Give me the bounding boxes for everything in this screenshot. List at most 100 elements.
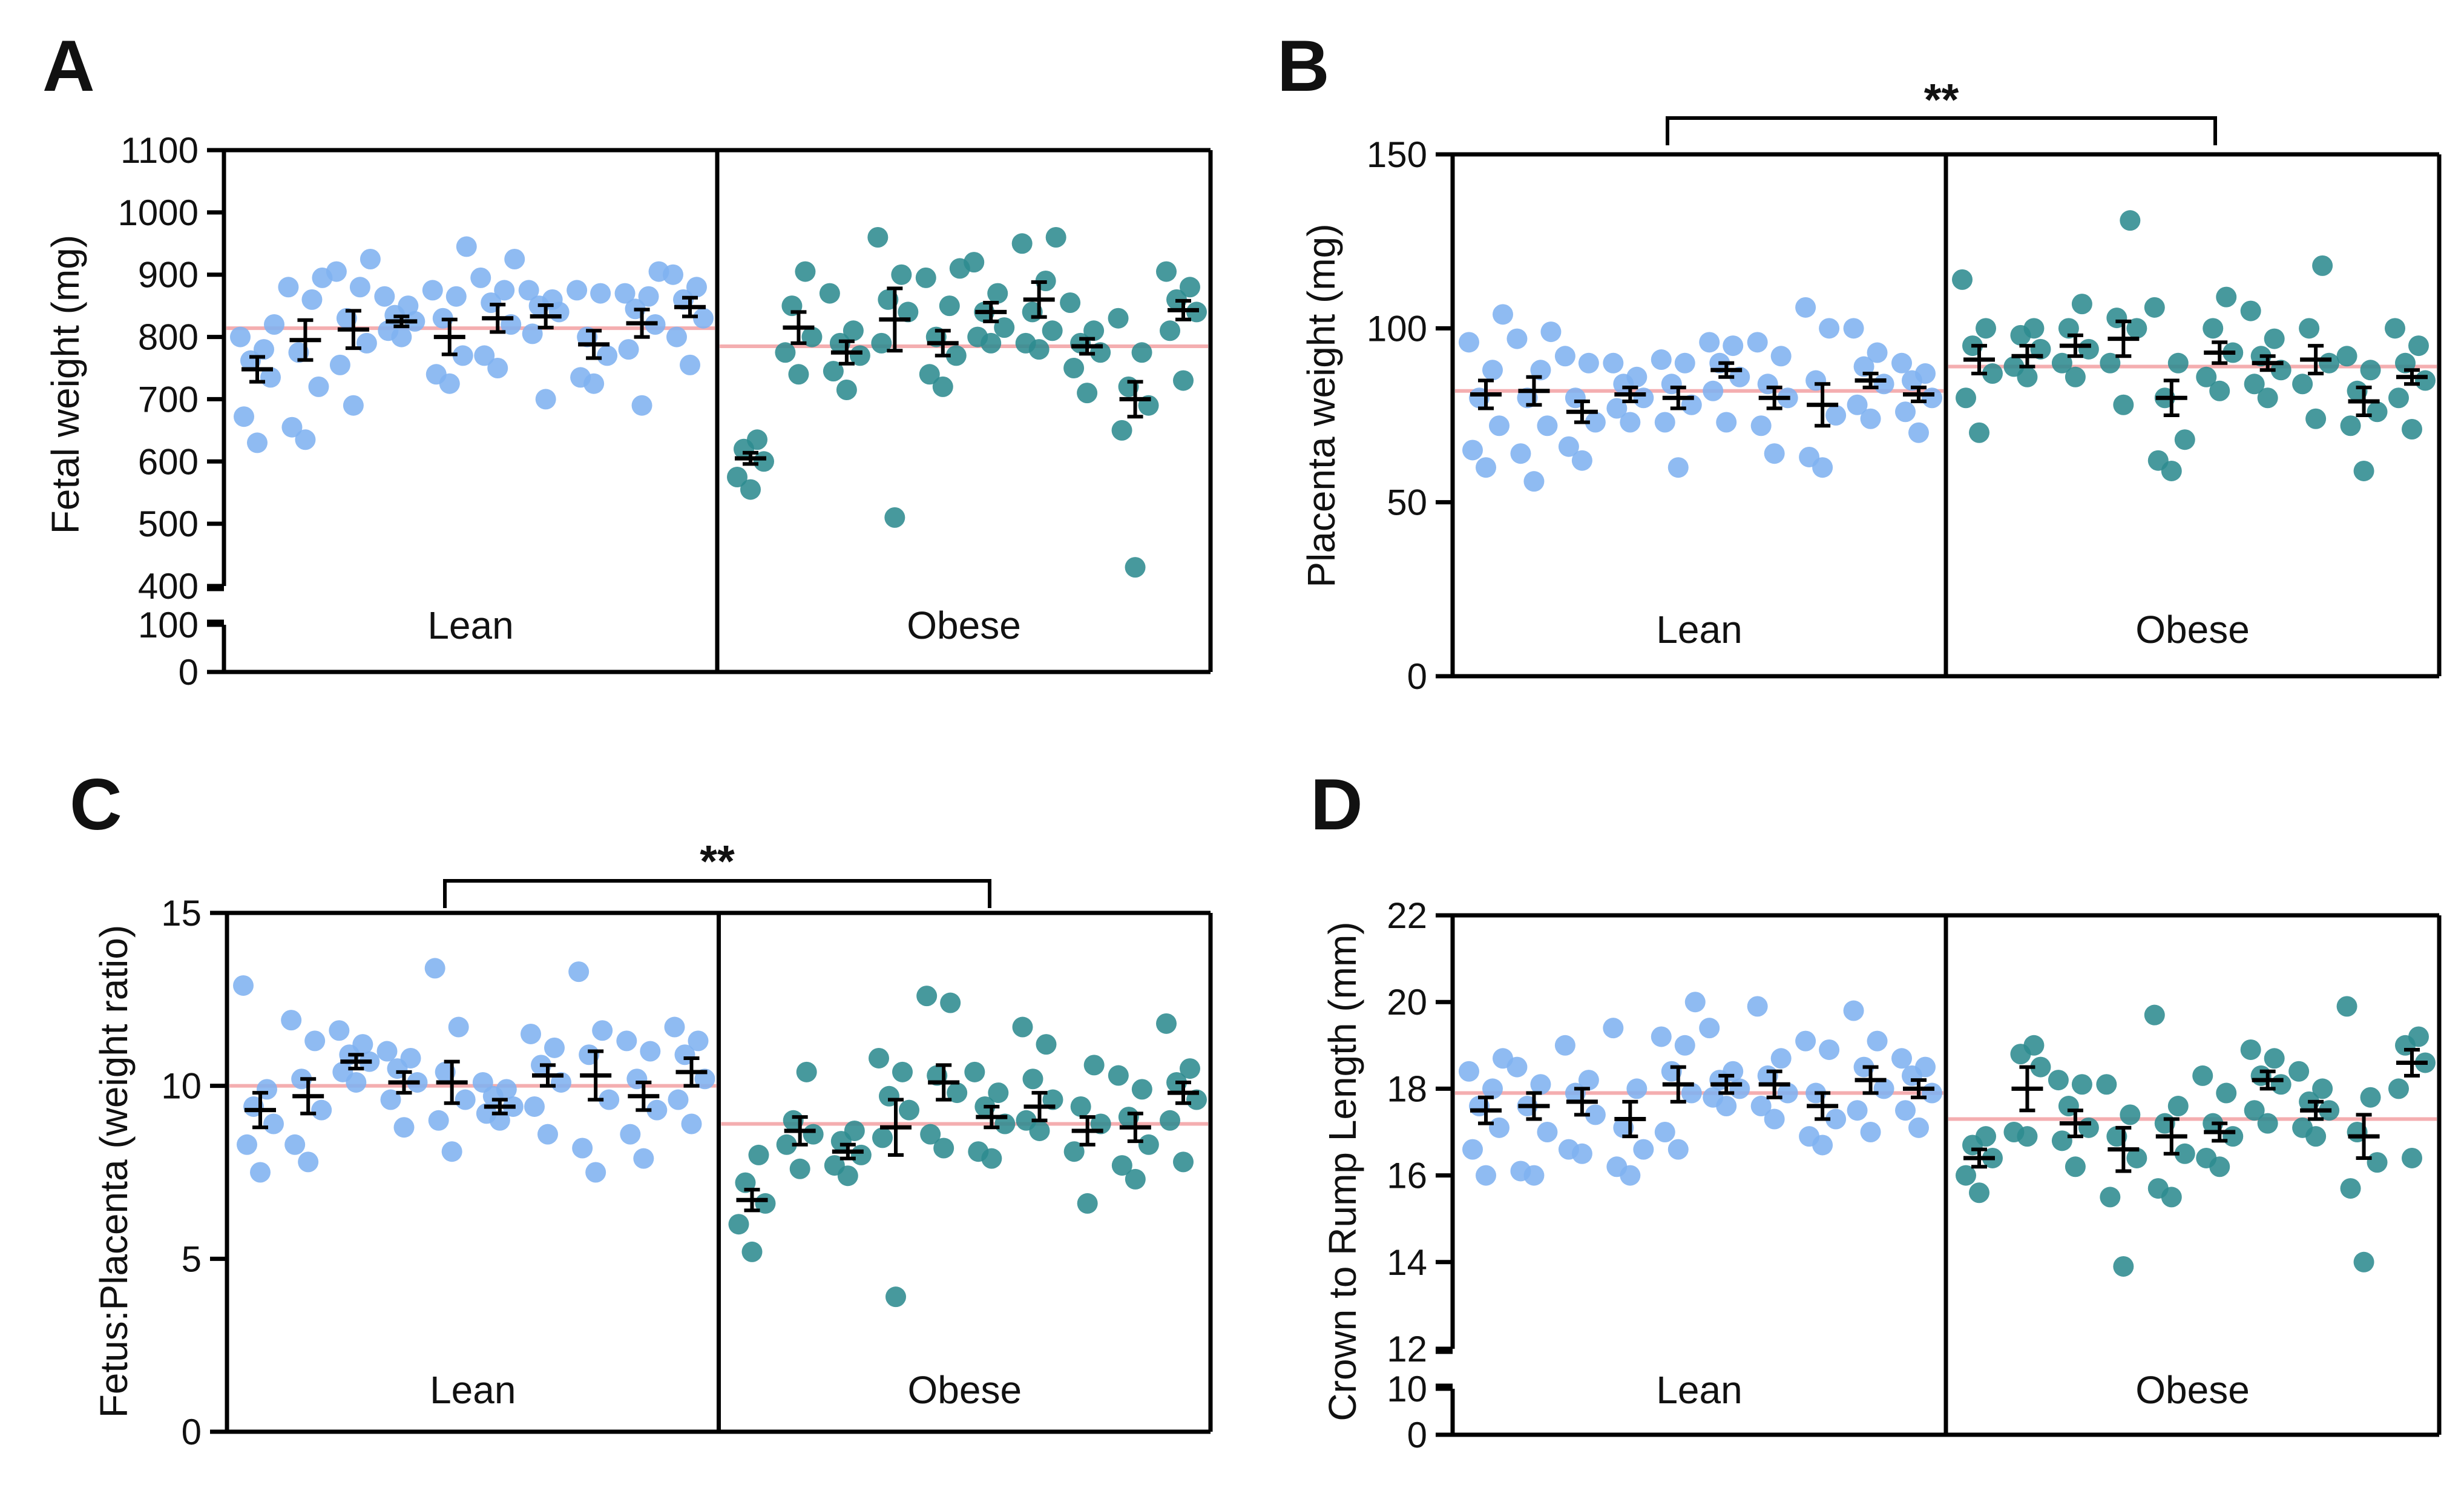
data-point	[776, 1134, 797, 1155]
data-point	[1603, 1018, 1624, 1039]
data-point	[1915, 1056, 1936, 1078]
data-point	[1462, 440, 1483, 461]
data-point	[1956, 387, 1976, 409]
data-point	[789, 1158, 810, 1179]
data-point	[1976, 1126, 1996, 1147]
data-point	[1633, 1139, 1654, 1160]
data-point	[1077, 1193, 1098, 1214]
y-tick-label: 22	[1387, 895, 1427, 936]
data-point	[1111, 1155, 1132, 1176]
data-point	[1537, 1122, 1558, 1142]
data-point	[1620, 412, 1641, 433]
data-point	[1667, 457, 1689, 478]
data-point	[693, 308, 714, 329]
y-tick-label: 400	[138, 566, 199, 607]
data-point	[2288, 1061, 2310, 1082]
data-point	[504, 249, 525, 269]
data-point	[343, 395, 364, 416]
data-point	[1554, 1035, 1575, 1056]
group-label: Obese	[2135, 608, 2250, 651]
data-point	[1459, 1061, 1479, 1082]
data-point	[1489, 415, 1510, 436]
data-point	[2264, 1048, 2285, 1069]
data-point	[686, 277, 707, 298]
data-point	[748, 1144, 769, 1165]
data-point	[1537, 415, 1558, 436]
data-point	[836, 380, 857, 400]
data-point	[1083, 320, 1105, 341]
data-point	[2244, 374, 2265, 395]
data-point	[2216, 286, 2237, 308]
data-point	[1022, 1068, 1043, 1090]
data-point	[1843, 1000, 1864, 1021]
data-point	[2240, 300, 2261, 321]
y-tick-label: 10	[1387, 1369, 1427, 1409]
data-point	[1681, 1082, 1702, 1104]
data-point	[2292, 1117, 2313, 1138]
data-point	[1571, 450, 1592, 471]
data-point	[590, 283, 611, 304]
data-point	[844, 1120, 865, 1141]
data-point	[428, 1110, 449, 1131]
data-point	[2120, 210, 2141, 231]
data-point	[360, 249, 381, 269]
data-point	[2100, 1187, 2121, 1208]
data-point	[521, 1023, 541, 1044]
data-point	[945, 345, 967, 366]
data-point	[638, 286, 659, 307]
panel-b-ylabel: Placenta weight (mg)	[1299, 223, 1343, 587]
data-point	[1867, 1030, 1888, 1052]
data-point	[352, 1034, 373, 1055]
data-point	[2048, 1070, 2069, 1091]
data-point	[1063, 358, 1085, 378]
data-point	[568, 961, 590, 983]
data-point	[920, 1124, 941, 1145]
data-point	[2147, 1178, 2169, 1199]
data-point	[1915, 363, 1936, 384]
data-point	[398, 295, 419, 317]
data-point	[1847, 1100, 1868, 1121]
data-point	[2244, 1100, 2265, 1121]
data-point	[1476, 457, 1496, 478]
data-point	[2051, 352, 2072, 374]
data-point	[281, 1010, 302, 1031]
data-point	[2113, 1256, 2134, 1277]
panel-a-ylabel: Fetal weight (mg)	[44, 235, 87, 534]
data-point	[932, 376, 953, 397]
data-point	[1530, 1074, 1551, 1095]
data-point	[1125, 557, 1146, 578]
data-point	[796, 1061, 817, 1082]
data-point	[872, 1127, 893, 1148]
data-point	[2174, 1143, 2195, 1164]
data-point	[1606, 1156, 1628, 1177]
data-point	[1476, 1165, 1496, 1186]
data-point	[988, 1082, 1009, 1104]
panel-b-plot: 0 50 100 150 Lean Obese **	[1367, 74, 2442, 697]
data-point	[2196, 366, 2217, 387]
data-point	[1891, 1048, 1912, 1069]
data-point	[2192, 1065, 2213, 1086]
data-point	[915, 267, 936, 288]
data-point	[867, 227, 889, 248]
y-tick-label: 0	[182, 1412, 202, 1452]
data-point	[378, 320, 399, 341]
data-point	[1860, 1122, 1881, 1142]
panel-b: B Placenta weight (mg) 0 50 100 150 Lean Obes…	[1277, 25, 2442, 697]
data-point	[2065, 366, 2086, 387]
data-point	[680, 354, 700, 375]
data-point	[2100, 352, 2121, 374]
data-point	[1747, 332, 1768, 353]
data-point	[1667, 1139, 1689, 1160]
data-point	[281, 417, 303, 438]
data-point	[2216, 1082, 2237, 1104]
data-point	[1482, 1078, 1503, 1099]
panel-d-letter: D	[1310, 764, 1363, 845]
data-point	[487, 358, 508, 378]
data-point	[1131, 1079, 1152, 1100]
group-label: Lean	[427, 604, 513, 647]
data-point	[994, 317, 1015, 338]
data-point	[230, 326, 251, 347]
data-point	[284, 1134, 306, 1155]
